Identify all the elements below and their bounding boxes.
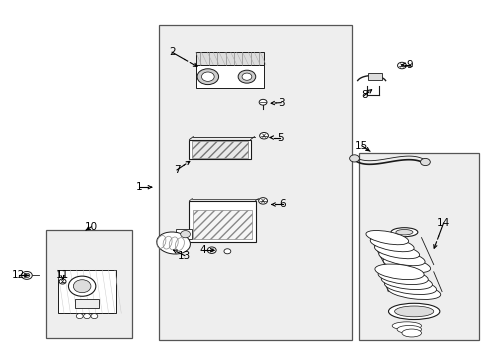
Circle shape — [181, 230, 190, 238]
Text: 2: 2 — [168, 47, 175, 57]
Bar — [193, 210, 251, 239]
Text: 1: 1 — [136, 182, 142, 192]
Circle shape — [258, 198, 267, 204]
Bar — [46, 230, 132, 338]
Circle shape — [349, 155, 359, 162]
Ellipse shape — [378, 250, 424, 266]
Bar — [367, 73, 381, 80]
Circle shape — [24, 273, 30, 278]
Text: 3: 3 — [277, 98, 284, 108]
Bar — [58, 270, 116, 313]
Ellipse shape — [365, 230, 408, 245]
Bar — [195, 65, 264, 88]
Text: 7: 7 — [173, 165, 180, 175]
Ellipse shape — [384, 279, 436, 294]
Ellipse shape — [157, 232, 190, 254]
Circle shape — [91, 314, 98, 319]
Ellipse shape — [394, 306, 433, 317]
Text: 5: 5 — [276, 132, 283, 143]
Ellipse shape — [374, 243, 419, 259]
Circle shape — [76, 314, 83, 319]
Circle shape — [242, 73, 251, 80]
Circle shape — [224, 249, 230, 254]
Circle shape — [397, 62, 406, 69]
Bar — [189, 201, 255, 242]
Circle shape — [207, 247, 216, 253]
Text: 12: 12 — [12, 270, 25, 280]
Circle shape — [201, 72, 214, 81]
Bar — [189, 139, 250, 159]
Bar — [195, 52, 264, 65]
Ellipse shape — [387, 303, 439, 320]
Ellipse shape — [387, 284, 440, 300]
Circle shape — [59, 279, 66, 284]
Text: 6: 6 — [279, 199, 285, 210]
Text: 4: 4 — [199, 245, 206, 255]
Bar — [191, 141, 248, 158]
Circle shape — [238, 70, 255, 83]
Ellipse shape — [381, 274, 431, 289]
Circle shape — [83, 314, 90, 319]
Ellipse shape — [391, 322, 421, 330]
Text: 10: 10 — [85, 222, 98, 232]
Circle shape — [21, 271, 32, 279]
Ellipse shape — [390, 228, 417, 237]
Bar — [359, 153, 478, 340]
Circle shape — [197, 69, 218, 85]
Bar — [159, 25, 351, 340]
Ellipse shape — [374, 264, 423, 280]
Circle shape — [259, 99, 266, 105]
Ellipse shape — [396, 325, 421, 333]
Ellipse shape — [369, 237, 413, 252]
Circle shape — [73, 280, 91, 293]
Text: 8: 8 — [360, 90, 367, 100]
Text: 11: 11 — [56, 270, 69, 280]
Bar — [75, 299, 99, 308]
Ellipse shape — [382, 257, 430, 273]
Text: 15: 15 — [354, 141, 368, 151]
Ellipse shape — [377, 269, 427, 284]
Text: 9: 9 — [406, 60, 412, 70]
Circle shape — [68, 276, 96, 296]
Text: 14: 14 — [436, 218, 449, 228]
Circle shape — [420, 158, 429, 166]
Bar — [176, 229, 192, 239]
Ellipse shape — [395, 230, 412, 235]
Circle shape — [259, 132, 268, 139]
Text: 13: 13 — [178, 251, 191, 261]
Ellipse shape — [401, 329, 421, 337]
